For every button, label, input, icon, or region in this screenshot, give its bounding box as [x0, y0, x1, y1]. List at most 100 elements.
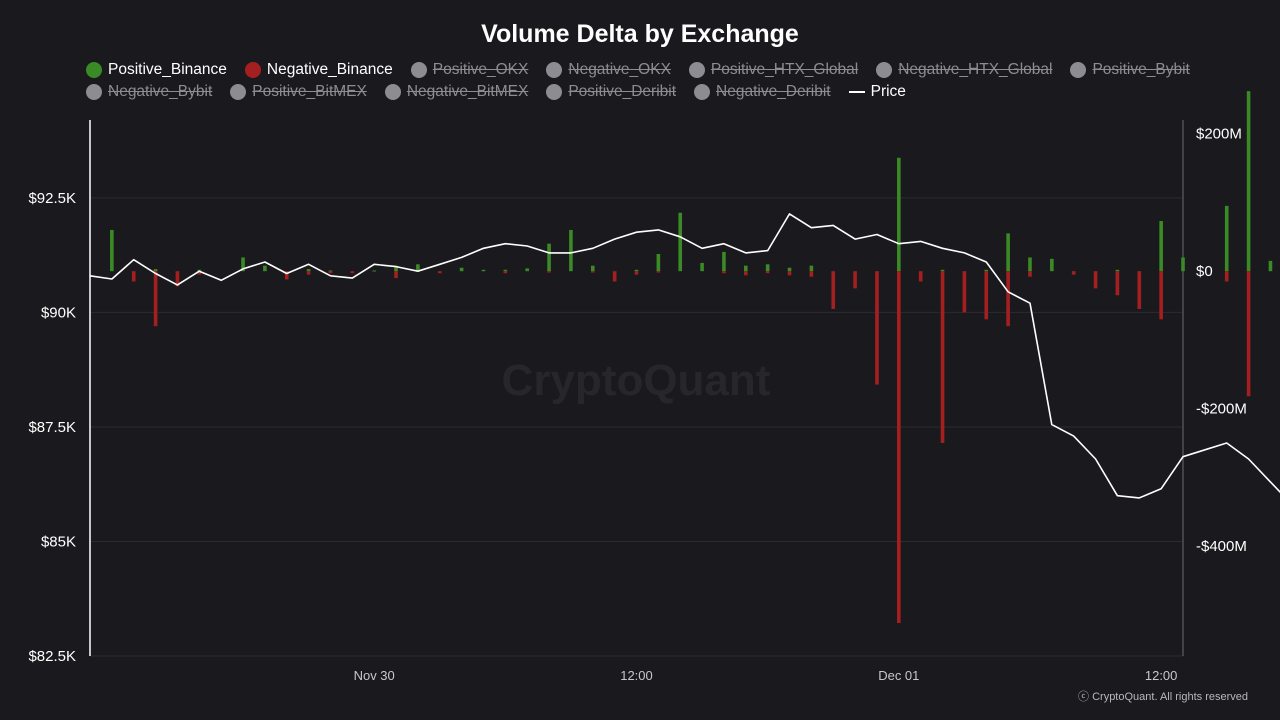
legend-item-negative-deribit[interactable]: Negative_Deribit — [694, 83, 831, 101]
y-right-tick-label: $0 — [1196, 263, 1213, 280]
positive-binance-bar — [1050, 258, 1054, 272]
y-right-tick-label: -$200M — [1196, 401, 1247, 418]
positive-binance-bar — [700, 262, 704, 272]
legend-marker — [410, 62, 427, 78]
positive-binance-bar — [416, 264, 420, 272]
legend-item-negative-htx-global[interactable]: Negative_HTX_Global — [876, 61, 1052, 79]
legend-item-negative-binance[interactable]: Negative_Binance — [244, 61, 393, 79]
positive-binance-bar — [897, 157, 901, 272]
positive-binance-bar — [656, 254, 661, 272]
y-left-tick-label: $90K — [41, 304, 76, 321]
positive-binance-bar — [394, 265, 398, 272]
legend-label: Positive_Bybit — [1092, 61, 1190, 78]
negative-binance-bar — [503, 271, 508, 274]
negative-binance-bar — [131, 271, 136, 282]
legend-marker — [876, 62, 893, 78]
x-tick-label: Dec 01 — [878, 668, 919, 683]
positive-binance-bar — [1028, 257, 1032, 272]
legend-item-positive-bybit[interactable]: Positive_Bybit — [1070, 61, 1190, 79]
grid-lines — [90, 197, 1183, 657]
positive-binance-bar — [634, 269, 639, 272]
negative-binance-bar — [547, 271, 551, 273]
positive-binance-bar — [940, 269, 945, 272]
legend-marker — [694, 84, 711, 100]
negative-binance-bar — [1028, 271, 1032, 277]
positive-binance-bar — [590, 265, 595, 272]
legend-label: Negative_Bybit — [108, 83, 213, 100]
legend-item-negative-bybit[interactable]: Negative_Bybit — [86, 83, 212, 101]
negative-binance-bar — [1159, 271, 1163, 320]
y-right-tick-label: -$400M — [1196, 538, 1247, 555]
negative-binance-bar — [962, 271, 967, 313]
legend-label: Negative_Binance — [266, 61, 393, 78]
positive-binance-bar — [1224, 205, 1229, 272]
negative-binance-bar — [1115, 271, 1120, 296]
legend-item-negative-bitmex[interactable]: Negative_BitMEX — [384, 83, 529, 101]
legend-item-price[interactable]: Price — [848, 83, 906, 101]
legend-item-positive-binance[interactable]: Positive_Binance — [86, 61, 227, 79]
negative-binance-bar — [656, 271, 661, 273]
watermark: CryptoQuant — [502, 356, 771, 405]
positive-binance-bar — [678, 212, 683, 272]
legend-label: Negative_Deribit — [716, 83, 831, 100]
y-left-tick-label: $92.5K — [28, 190, 76, 207]
legend-label: Negative_BitMEX — [406, 83, 529, 100]
negative-binance-bar — [744, 271, 748, 276]
positive-binance-bar — [984, 269, 989, 272]
chart-legend: Positive_Binance Negative_Binance Positive… — [86, 61, 1216, 101]
legend-label: Positive_HTX_Global — [710, 61, 859, 78]
negative-binance-bar — [1071, 271, 1076, 275]
legend-marker — [230, 84, 247, 100]
legend-marker — [688, 62, 705, 78]
positive-binance-bar — [1246, 91, 1251, 272]
negative-binance-bar — [918, 271, 923, 282]
copyright-notice: ⓒ CryptoQuant. All rights reserved — [1078, 691, 1248, 703]
legend-item-positive-htx-global[interactable]: Positive_HTX_Global — [688, 61, 859, 79]
negative-binance-bar — [722, 271, 726, 274]
positive-binance-bars — [110, 91, 1273, 272]
negative-binance-bars — [131, 271, 1251, 624]
positive-binance-bar — [153, 269, 158, 272]
y-left-tick-label: $87.5K — [28, 419, 76, 436]
chart-title: Volume Delta by Exchange — [481, 20, 799, 48]
negative-binance-bar — [787, 271, 792, 276]
legend-item-positive-bitmex[interactable]: Positive_BitMEX — [230, 83, 367, 101]
positive-binance-bar — [481, 269, 486, 272]
y-left-tick-label: $82.5K — [28, 648, 76, 665]
legend-label: Price — [870, 83, 906, 100]
legend-label: Positive_BitMEX — [252, 83, 367, 100]
legend-label: Negative_OKX — [568, 61, 671, 78]
positive-binance-bar — [328, 270, 333, 272]
positive-binance-bar — [1181, 257, 1185, 272]
negative-binance-bar — [1137, 271, 1142, 309]
negative-binance-bar — [809, 271, 814, 277]
positive-binance-bar — [809, 265, 814, 272]
legend-label: Positive_Deribit — [568, 83, 677, 100]
positive-binance-bar — [722, 251, 726, 272]
y-axis-left-labels: $82.5K $85K $87.5K $90K $92.5K — [28, 190, 76, 665]
negative-binance-bar — [284, 271, 289, 280]
y-right-tick-label: $200M — [1196, 126, 1242, 143]
x-tick-label: Nov 30 — [354, 668, 395, 683]
legend-marker — [1070, 62, 1087, 78]
negative-binance-bar — [175, 271, 180, 287]
positive-binance-bar — [241, 257, 245, 272]
legend-item-positive-deribit[interactable]: Positive_Deribit — [546, 83, 676, 101]
negative-binance-bar — [306, 271, 311, 275]
positive-binance-bar — [1115, 269, 1120, 272]
positive-binance-bar — [787, 267, 792, 272]
negative-binance-bar — [897, 271, 901, 624]
negative-binance-bar — [1093, 271, 1098, 289]
legend-marker — [848, 91, 865, 93]
negative-binance-bar — [437, 271, 442, 274]
x-tick-label: 12:00 — [620, 668, 653, 683]
positive-binance-bar — [1268, 260, 1273, 272]
negative-binance-bar — [1246, 271, 1251, 397]
legend-marker — [86, 62, 102, 78]
legend-item-positive-okx[interactable]: Positive_OKX — [410, 61, 528, 79]
negative-binance-bar — [394, 271, 398, 279]
legend-item-negative-okx[interactable]: Negative_OKX — [546, 61, 671, 79]
positive-binance-bar — [569, 229, 573, 272]
